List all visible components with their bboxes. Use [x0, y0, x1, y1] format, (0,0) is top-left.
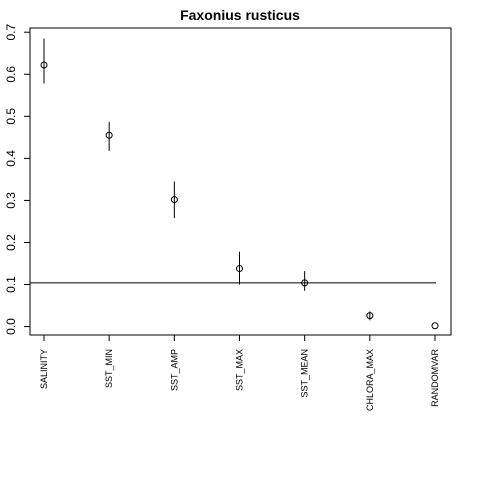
data-marks: [40, 38, 439, 330]
y-tick-label: 0.3: [4, 192, 18, 209]
x-tick-label: SST_AMP: [169, 349, 179, 391]
chart-title: Faxonius rusticus: [180, 7, 300, 23]
data-point: [431, 322, 439, 330]
data-point: [105, 131, 113, 139]
y-tick-label: 0.5: [4, 108, 18, 125]
x-tick-label: CHLORA_MAX: [365, 349, 375, 411]
plot-frame: [29, 27, 452, 336]
data-point: [366, 312, 374, 320]
data-point: [40, 61, 48, 69]
y-tick-label: 0.0: [4, 318, 18, 335]
data-point: [170, 196, 178, 204]
x-tick-label: SST_MAX: [235, 349, 245, 391]
y-tick-label: 0.2: [4, 234, 18, 251]
y-tick-label: 0.7: [4, 24, 18, 41]
y-tick-label: 0.6: [4, 66, 18, 83]
data-point: [236, 265, 243, 273]
x-tick-label: RANDOMVAR: [430, 349, 440, 407]
x-tick-label: SST_MIN: [104, 349, 114, 388]
y-tick-label: 0.4: [4, 150, 18, 167]
data-point: [301, 279, 309, 287]
x-axis: SALINITY SST_MIN SST_AMP SST_MAX SST_MEAN CHL…: [39, 335, 440, 411]
y-axis: 0.0 0.1 0.2 0.3 0.4 0.5 0.6 0.7: [4, 24, 30, 335]
x-tick-label: SST_MEAN: [300, 349, 310, 398]
y-tick-label: 0.1: [4, 276, 18, 293]
x-tick-label: SALINITY: [39, 349, 49, 389]
